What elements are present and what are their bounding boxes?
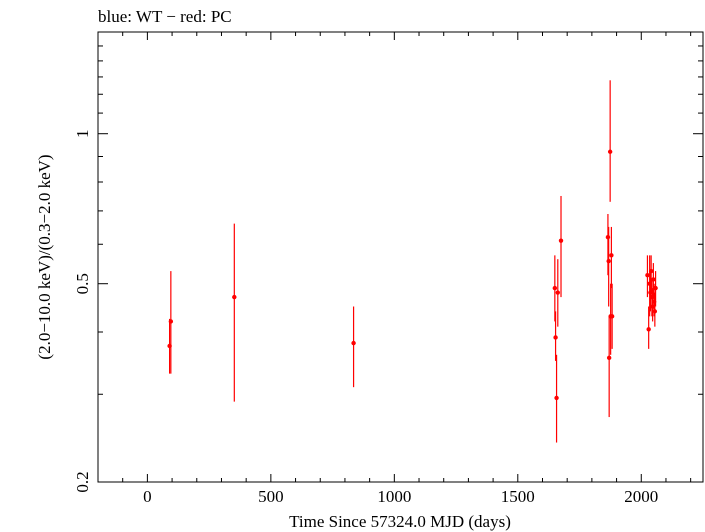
data-point [645, 273, 650, 278]
data-point [609, 314, 615, 319]
data-point [555, 290, 560, 295]
data-point [351, 340, 356, 346]
data-point [552, 285, 558, 291]
data-point [553, 335, 558, 340]
data-point [646, 327, 651, 332]
data-point [168, 319, 174, 324]
tick-labels: 0 500 1000 1500 2000 0.2 0.5 1 [73, 129, 658, 506]
data-marks [167, 80, 658, 443]
data-point [648, 268, 654, 274]
x-tick-label: 1500 [501, 487, 535, 506]
data-point [609, 253, 614, 258]
x-axis-label: Time Since 57324.0 MJD (days) [289, 512, 511, 531]
data-point [606, 258, 611, 264]
data-point [652, 309, 658, 314]
data-point [558, 238, 564, 243]
x-tick-label: 500 [258, 487, 284, 506]
y-tick-label: 1 [73, 129, 92, 138]
y-tick-label: 0.5 [73, 273, 92, 294]
x-tick-label: 0 [143, 487, 152, 506]
data-point [232, 294, 237, 300]
y-tick-label: 0.2 [73, 471, 92, 492]
y-axis-label: (2.0−10.0 keV)/(0.3−2.0 keV) [35, 154, 54, 359]
x-tick-label: 2000 [624, 487, 658, 506]
data-point [605, 234, 611, 240]
data-point [607, 149, 613, 154]
axis-ticks [98, 32, 703, 483]
chart-title: blue: WT − red: PC [98, 7, 232, 26]
data-point [653, 285, 658, 291]
x-tick-label: 1000 [377, 487, 411, 506]
data-point [606, 355, 612, 361]
plot-frame [97, 31, 704, 483]
data-point [651, 277, 656, 282]
data-point [554, 395, 559, 401]
